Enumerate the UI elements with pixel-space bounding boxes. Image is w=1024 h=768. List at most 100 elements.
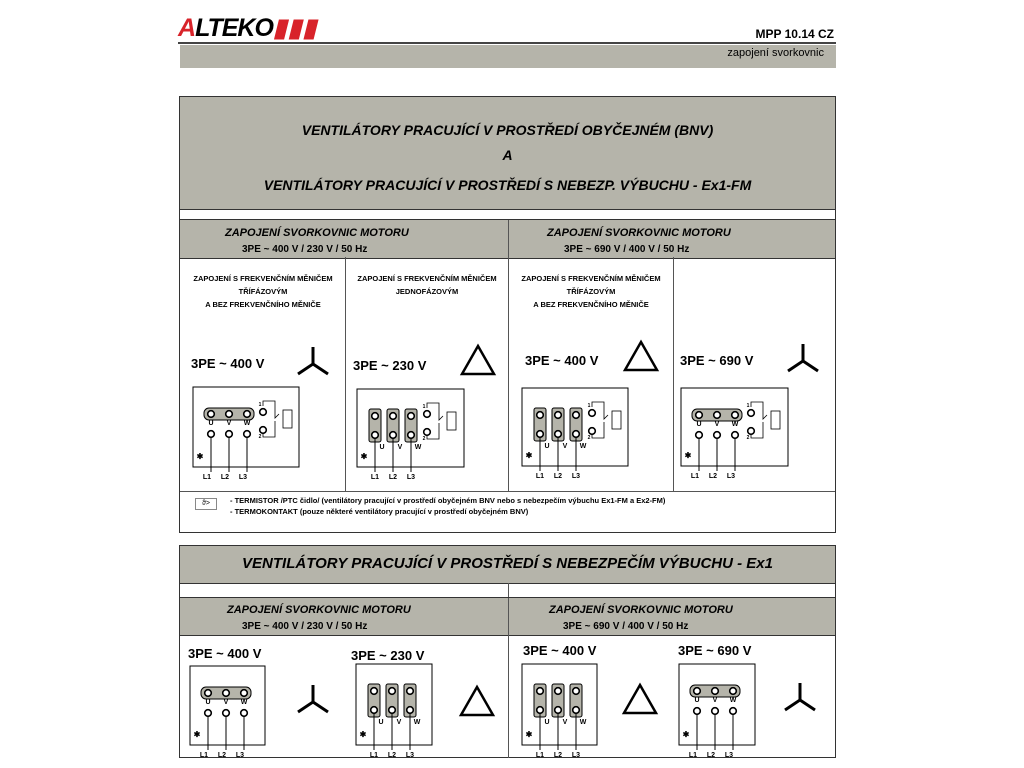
terminal [369, 705, 379, 715]
delta-triangle [622, 339, 660, 372]
group-divider [508, 598, 509, 635]
column2-supply: 3PE ~ 230 V [351, 648, 425, 663]
group1-voltage: 3PE ~ 400 V / 230 V / 50 Hz [242, 621, 368, 632]
thermal-terminal-label: 1 [588, 403, 591, 409]
section2-title: VENTILÁTORY PRACUJÍCÍ V PROSTŘEDÍ S NEBE… [242, 555, 773, 572]
motor-terminal-label: V [715, 421, 720, 428]
terminal [694, 410, 704, 420]
star-connection-icon [297, 347, 329, 376]
terminal [535, 686, 545, 696]
terminal [239, 688, 249, 698]
terminal-box-frame [189, 665, 266, 746]
column-divider [673, 257, 674, 491]
subtitle-band: zapojení svorkovnic [180, 45, 836, 68]
motor-terminal-label: V [398, 444, 403, 451]
terminal [692, 686, 702, 696]
terminal [553, 410, 563, 420]
line-label: L2 [388, 752, 396, 759]
terminal [710, 706, 720, 716]
terminal [746, 408, 756, 418]
delta-connection-icon [622, 339, 660, 372]
section-bnv-ex1fm: VENTILÁTORY PRACUJÍCÍ V PROSTŘEDÍ OBYČEJ… [179, 96, 836, 533]
column-divider [508, 257, 509, 491]
terminal-box-delta: U L1 V L2 W L3 ✱ 1 2 [521, 387, 629, 480]
group1-title: ZAPOJENÍ SVORKOVNIC MOTORU [227, 604, 411, 616]
line-label: L1 [203, 474, 211, 481]
group2-voltage: 3PE ~ 690 V / 400 V / 50 Hz [563, 621, 689, 632]
column1-supply: 3PE ~ 400 V [191, 356, 265, 371]
terminal [728, 706, 738, 716]
delta-triangle [458, 684, 496, 717]
terminal [535, 705, 545, 715]
terminal [730, 410, 740, 420]
motor-terminal-label: U [694, 697, 699, 704]
thermal-terminal-label: 2 [423, 436, 426, 442]
footnote-divider [180, 491, 835, 492]
motor-terminal-label: U [208, 420, 213, 427]
terminal [553, 429, 563, 439]
column2-note: ZAPOJENÍ S FREKVENČNÍM MĚNIČEM JEDNOFÁZOV… [357, 274, 497, 296]
star-lines [297, 347, 329, 376]
motor-terminal-label: W [730, 697, 737, 704]
terminal [203, 708, 213, 718]
column3-supply: 3PE ~ 400 V [525, 353, 599, 368]
motor-terminal-label: V [397, 719, 402, 726]
alteko-logo: ALTEKO▮▮▮ [178, 14, 318, 42]
ground-icon: ✱ [360, 730, 367, 739]
column4-supply: 3PE ~ 690 V [680, 353, 754, 368]
terminal [203, 688, 213, 698]
column4-supply: 3PE ~ 690 V [678, 643, 752, 658]
thermal-terminal-label: 2 [259, 434, 262, 440]
terminal [224, 429, 234, 439]
terminal [710, 686, 720, 696]
motor-terminal-label: V [224, 699, 229, 706]
section2-group-header: ZAPOJENÍ SVORKOVNIC MOTORU 3PE ~ 400 V /… [180, 597, 835, 636]
terminal [258, 407, 268, 417]
motor-terminal-label: W [580, 719, 587, 726]
ground-icon: ✱ [361, 452, 368, 461]
ground-icon: ✱ [194, 730, 201, 739]
terminal-box-star: U L1 V L2 W L3 ✱ 1 2 [192, 386, 300, 481]
motor-terminal-label: U [205, 699, 210, 706]
column3-note: ZAPOJENÍ S FREKVENČNÍM MĚNIČEM TŘÍFÁZOVÝM… [521, 274, 661, 309]
line-label: L2 [218, 752, 226, 759]
terminal [388, 411, 398, 421]
terminal-box-delta: U L1 V L2 W L3 ✱ 1 2 [356, 388, 465, 481]
terminal [221, 688, 231, 698]
thermal-sensor-icon [282, 409, 293, 429]
motor-terminal-label: U [544, 443, 549, 450]
terminal [746, 426, 756, 436]
line-label: L2 [389, 474, 397, 481]
delta-connection-icon [458, 684, 496, 717]
delta-connection-icon [621, 682, 659, 715]
terminal [571, 686, 581, 696]
terminal [206, 409, 216, 419]
section1-title-line2: A [502, 147, 513, 163]
group1-voltage: 3PE ~ 400 V / 230 V / 50 Hz [242, 244, 368, 255]
line-label: L3 [572, 752, 580, 759]
terminal [405, 705, 415, 715]
line-label: L2 [707, 752, 715, 759]
group-divider [508, 220, 509, 258]
line-label: L1 [536, 473, 544, 480]
line-label: L2 [709, 473, 717, 480]
thermal-contact [591, 401, 609, 439]
terminal [388, 430, 398, 440]
thermal-sensor-icon [446, 411, 457, 431]
column3-supply: 3PE ~ 400 V [523, 643, 597, 658]
terminal [206, 429, 216, 439]
column2-supply: 3PE ~ 230 V [353, 358, 427, 373]
footnote-thermocontact: - TERMOKONTAKT (pouze některé ventilátor… [230, 507, 529, 516]
motor-terminal-label: V [713, 697, 718, 704]
terminal [405, 686, 415, 696]
star-connection-icon [787, 344, 819, 373]
motor-terminal-label: V [227, 420, 232, 427]
footnote-thermistor: - TERMISTOR /PTC čidlo/ (ventilátory pra… [230, 496, 666, 505]
delta-connection-icon [459, 343, 497, 376]
document-code: MPP 10.14 CZ [755, 27, 834, 41]
section2-title-band: VENTILÁTORY PRACUJÍCÍ V PROSTŘEDÍ S NEBE… [180, 546, 835, 584]
line-label: L1 [691, 473, 699, 480]
terminal-box-delta: U L1 V L2 W L3 ✱ [521, 663, 598, 759]
terminal [422, 427, 432, 437]
motor-terminal-label: U [544, 719, 549, 726]
